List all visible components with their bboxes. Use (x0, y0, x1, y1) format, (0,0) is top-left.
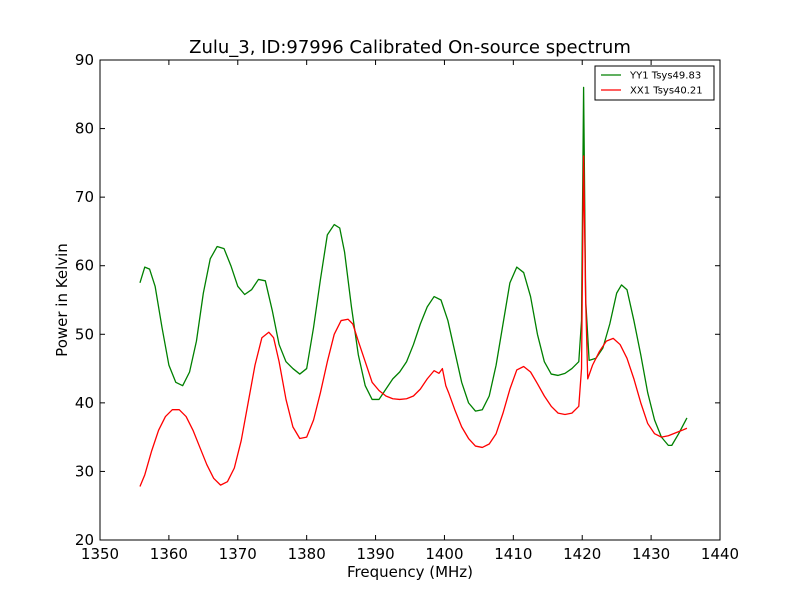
axes-layer: 1350 1360 1370 1380 1390 1400 1410 1420 1430 1440… (75, 51, 739, 563)
series-line-1 (139, 155, 688, 487)
x-tick-label-4: 1390 (356, 545, 394, 563)
y-tick-label-6: 80 (75, 120, 94, 138)
y-tick-label-4: 60 (75, 257, 94, 275)
y-axis-label: Power in Kelvin (53, 243, 71, 357)
x-tick-label-5: 1400 (425, 545, 463, 563)
x-tick-label-6: 1410 (494, 545, 532, 563)
y-tick-label-1: 30 (75, 462, 94, 480)
plot-background (100, 60, 720, 540)
x-tick-label-1: 1360 (150, 545, 188, 563)
y-tick-label-5: 70 (75, 188, 94, 206)
legend-label-1: XX1 Tsys40.21 (630, 86, 703, 97)
series-layer (139, 86, 688, 487)
x-tick-label-3: 1380 (288, 545, 326, 563)
plot-frame (99, 59, 721, 541)
y-tick-label-7: 90 (75, 51, 94, 69)
x-tick-label-8: 1430 (632, 545, 670, 563)
legend-label-0: YY1 Tsys49.83 (629, 71, 701, 82)
chart-title: Zulu_3, ID:97996 Calibrated On-source sp… (189, 37, 631, 58)
y-tick-label-2: 40 (75, 394, 94, 412)
x-axis-label: Frequency (MHz) (347, 563, 473, 581)
x-tick-label-0: 1350 (81, 545, 119, 563)
x-tick-label-9: 1440 (701, 545, 739, 563)
legend-box (594, 65, 715, 101)
y-tick-label-3: 50 (75, 325, 94, 343)
x-tick-label-7: 1420 (563, 545, 601, 563)
y-tick-label-0: 20 (75, 531, 94, 549)
plot-area (100, 60, 720, 540)
legend: YY1 Tsys49.83 XX1 Tsys40.21 (594, 65, 715, 101)
x-tick-label-2: 1370 (219, 545, 257, 563)
